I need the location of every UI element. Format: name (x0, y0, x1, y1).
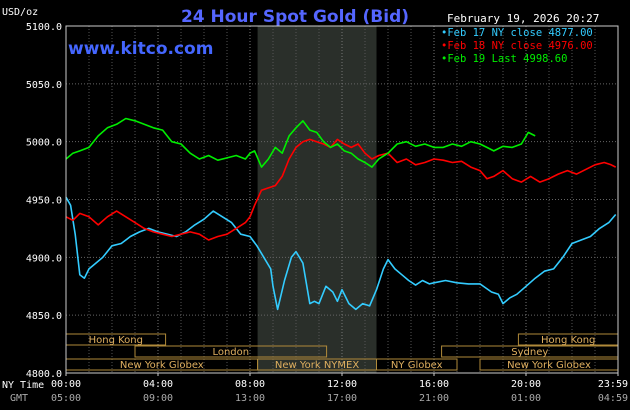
series-line-feb-18 (65, 138, 617, 241)
legend-entry: •Feb 18 NY close 4976.00 (441, 40, 593, 52)
ny-time-tick-label: 12:00 (327, 379, 357, 390)
y-tick-label: 5000.0 (26, 138, 62, 149)
gmt-label: GMT (10, 393, 28, 404)
series-line-feb-17 (65, 196, 617, 311)
gmt-tick-label: 21:00 (419, 393, 449, 404)
y-tick-label: 4800.0 (26, 369, 62, 380)
session-label: Hong Kong (89, 335, 143, 346)
ny-time-tick-label: 04:00 (143, 379, 173, 390)
session-bar (134, 345, 328, 358)
y-tick-label: 4950.0 (26, 196, 62, 207)
series-line-feb-19 (65, 117, 536, 168)
ny-time-tick-label: 08:00 (235, 379, 265, 390)
ny-time-tick-label: 23:59 (598, 379, 628, 390)
session-label: New York NYMEX (275, 360, 360, 371)
chart-title: 24 Hour Spot Gold (Bid) (181, 7, 409, 27)
legend-entry: •Feb 19 Last 4998.60 (441, 53, 567, 65)
session-label: New York Globex (120, 360, 204, 371)
session-label: New York Globex (507, 360, 591, 371)
legend-entry: •Feb 17 NY close 4877.00 (441, 27, 593, 39)
session-label: NY Globex (391, 360, 443, 371)
session-label: Sydney (511, 347, 548, 358)
ny-time-tick-label: 16:00 (419, 379, 449, 390)
y-tick-label: 4850.0 (26, 311, 62, 322)
watermark-url: www.kitco.com (68, 39, 213, 59)
y-tick-label: 5100.0 (26, 22, 62, 33)
nymex-session-band (257, 26, 377, 373)
gmt-tick-label: 17:00 (327, 393, 357, 404)
ny-time-tick-label: 00:00 (51, 379, 81, 390)
gmt-tick-label: 01:00 (511, 393, 541, 404)
y-tick-label: 4900.0 (26, 253, 62, 264)
ny-time-label: NY Time (2, 380, 44, 391)
gmt-tick-label: 09:00 (143, 393, 173, 404)
y-tick-label: 5050.0 (26, 80, 62, 91)
gmt-tick-label: 13:00 (235, 393, 265, 404)
legend: •Feb 17 NY close 4877.00•Feb 18 NY close… (441, 27, 593, 65)
session-bar (376, 358, 458, 371)
session-label: Hong Kong (541, 335, 595, 346)
gmt-tick-label: 05:00 (51, 393, 81, 404)
session-label: London (212, 347, 249, 358)
timestamp: February 19, 2026 20:27 (447, 12, 599, 25)
y-axis-unit-label: USD/oz (2, 7, 38, 18)
ny-time-tick-label: 20:00 (511, 379, 541, 390)
gmt-tick-label: 04:59 (598, 393, 628, 404)
